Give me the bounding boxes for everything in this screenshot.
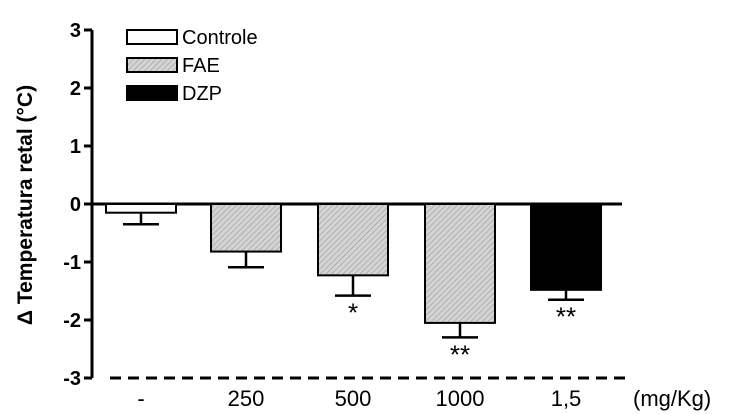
y-tick-label: -1 <box>63 252 81 274</box>
significance-label: ** <box>556 302 576 332</box>
y-tick-label: -2 <box>63 310 81 332</box>
y-axis-label: Δ Temperatura retal (°C) <box>14 85 37 325</box>
legend-swatch <box>126 29 178 45</box>
legend-label: FAE <box>182 55 220 77</box>
bar <box>210 203 282 253</box>
x-tick-label: 1000 <box>436 386 485 411</box>
legend-label: DZP <box>182 83 222 105</box>
bar <box>105 203 177 214</box>
bar <box>424 203 496 324</box>
x-tick-label: 1,5 <box>551 386 582 411</box>
y-tick-label: 1 <box>70 136 81 158</box>
legend-swatch <box>126 57 178 73</box>
y-tick-label: -3 <box>63 368 81 390</box>
legend: Controle FAE DZP <box>126 27 258 105</box>
bars-group: ***** <box>105 203 602 369</box>
legend-swatch <box>126 85 178 101</box>
bar <box>530 203 602 291</box>
x-axis-unit-label: (mg/Kg) <box>633 386 711 411</box>
y-tick-label: 3 <box>70 20 81 42</box>
y-tick-label: 2 <box>70 78 81 100</box>
x-tick-labels: - 250 500 1000 1,5 <box>137 386 581 411</box>
legend-label: Controle <box>182 27 258 49</box>
x-tick-label: 500 <box>335 386 372 411</box>
significance-label: * <box>348 298 358 328</box>
significance-label: ** <box>450 339 470 369</box>
bar <box>317 203 389 277</box>
x-tick-label: - <box>137 386 144 411</box>
x-tick-label: 250 <box>228 386 265 411</box>
y-tick-label: 0 <box>70 194 81 216</box>
